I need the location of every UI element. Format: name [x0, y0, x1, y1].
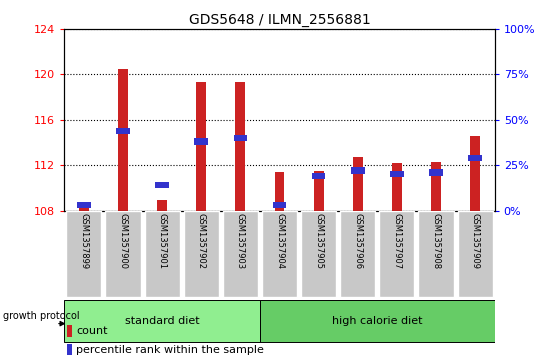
Text: GSM1357906: GSM1357906 — [353, 213, 362, 269]
Bar — [353, 157, 363, 211]
Bar — [429, 169, 443, 176]
Text: growth protocol: growth protocol — [3, 311, 80, 321]
Bar — [195, 138, 208, 145]
Text: GSM1357905: GSM1357905 — [314, 213, 323, 269]
Text: GSM1357903: GSM1357903 — [236, 213, 245, 269]
Bar — [312, 173, 325, 179]
Text: GSM1357909: GSM1357909 — [471, 213, 480, 269]
Bar — [262, 211, 297, 297]
Bar — [222, 211, 258, 297]
Text: percentile rank within the sample: percentile rank within the sample — [76, 344, 264, 355]
Bar — [301, 211, 337, 297]
Bar — [155, 182, 169, 188]
Bar — [183, 211, 219, 297]
Text: high calorie diet: high calorie diet — [332, 316, 423, 326]
Text: count: count — [76, 326, 107, 336]
Text: GSM1357900: GSM1357900 — [119, 213, 127, 269]
Text: GSM1357908: GSM1357908 — [432, 213, 440, 269]
Bar — [77, 202, 91, 208]
Bar — [351, 167, 364, 174]
Bar — [79, 203, 89, 211]
Bar — [390, 171, 404, 178]
Bar — [145, 211, 180, 297]
Bar — [66, 211, 102, 297]
Bar — [196, 82, 206, 211]
Bar — [431, 162, 441, 211]
Bar — [67, 344, 72, 355]
Bar — [235, 82, 245, 211]
Bar — [468, 155, 482, 161]
Bar — [260, 300, 495, 343]
Bar — [273, 202, 286, 208]
Bar — [234, 135, 247, 141]
Bar — [392, 163, 402, 211]
Bar — [118, 69, 128, 211]
Bar — [64, 300, 260, 343]
Bar — [105, 211, 141, 297]
Text: GSM1357899: GSM1357899 — [79, 213, 88, 269]
Text: GSM1357907: GSM1357907 — [392, 213, 401, 269]
Text: GSM1357901: GSM1357901 — [158, 213, 167, 269]
Bar — [157, 200, 167, 211]
Bar — [116, 127, 130, 134]
Bar — [458, 211, 493, 297]
Bar — [419, 211, 454, 297]
Title: GDS5648 / ILMN_2556881: GDS5648 / ILMN_2556881 — [188, 13, 371, 26]
Text: GSM1357902: GSM1357902 — [197, 213, 206, 269]
Bar — [67, 325, 72, 337]
Text: standard diet: standard diet — [125, 316, 200, 326]
Bar — [380, 211, 415, 297]
Bar — [274, 172, 285, 211]
Bar — [314, 171, 324, 211]
Bar — [340, 211, 376, 297]
Bar — [470, 136, 480, 211]
Text: GSM1357904: GSM1357904 — [275, 213, 284, 269]
